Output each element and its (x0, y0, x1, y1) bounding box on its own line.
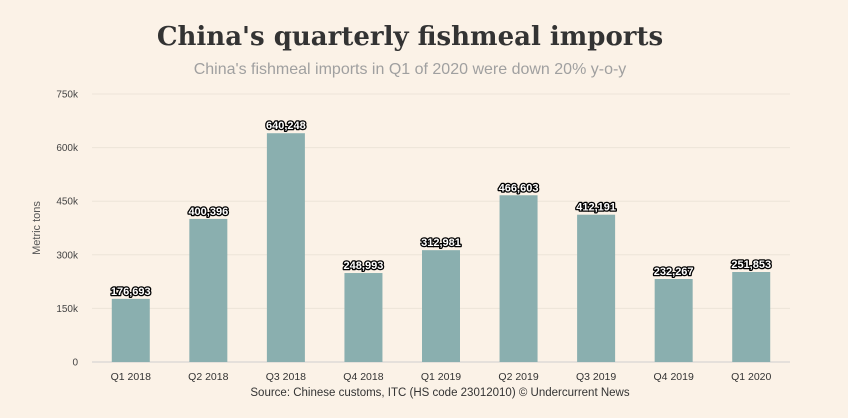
x-tick-label: Q2 2018 (188, 371, 228, 383)
x-tick-label: Q3 2019 (576, 371, 616, 383)
bar-value-label: 232,267 (654, 266, 694, 278)
bar-value-label: 412,191 (576, 202, 616, 214)
bar (189, 218, 228, 362)
y-tick-label: 300k (56, 250, 79, 261)
bar-value-label: 640,248 (266, 120, 306, 132)
x-tick-label: Q3 2018 (266, 371, 306, 383)
y-tick-label: 600k (56, 143, 79, 154)
bar-value-label: 176,693 (111, 286, 151, 298)
bar (422, 250, 460, 362)
y-tick-label: 150k (56, 304, 79, 315)
bar-value-label: 312,981 (421, 237, 461, 249)
bar (732, 272, 771, 362)
y-tick-label: 450k (56, 197, 79, 208)
x-tick-label: Q2 2019 (498, 371, 538, 383)
bar (266, 133, 305, 362)
y-axis-label: Metric tons (31, 201, 43, 255)
chart-source: Source: Chinese customs, ITC (HS code 23… (250, 387, 630, 399)
bar-value-label: 248,993 (344, 260, 384, 272)
x-tick-label: Q1 2018 (111, 371, 151, 383)
x-tick-label: Q4 2018 (343, 371, 383, 383)
bar-value-label: 466,603 (499, 182, 539, 194)
bar (499, 195, 538, 362)
x-tick-label: Q4 2019 (654, 371, 694, 383)
bar-value-label: 251,853 (731, 259, 771, 271)
chart-subtitle: China's fishmeal imports in Q1 of 2020 w… (193, 61, 627, 78)
bar (577, 214, 616, 362)
y-tick-label: 0 (72, 358, 78, 369)
y-tick-label: 750k (56, 90, 79, 101)
x-tick-label: Q1 2020 (731, 371, 771, 383)
chart-title: China's quarterly fishmeal imports (156, 22, 664, 52)
bar-value-label: 400,396 (188, 206, 228, 218)
bar (111, 298, 150, 362)
bar (654, 279, 693, 362)
bar (344, 273, 383, 362)
x-tick-label: Q1 2019 (421, 371, 461, 383)
